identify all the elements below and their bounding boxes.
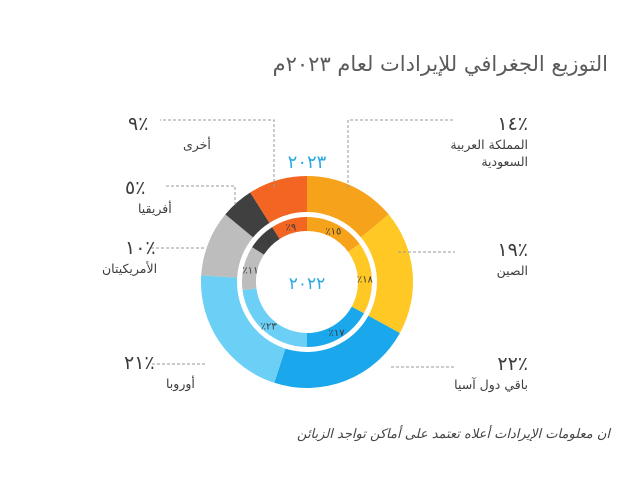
inner-label-saudi: ٪١٥ xyxy=(325,226,341,237)
outer-slice-africa xyxy=(225,192,270,238)
outer-slice-rest-of-asia xyxy=(274,315,400,388)
outer-slice-saudi xyxy=(307,176,389,238)
label-china-value: ٪١٩ xyxy=(497,239,528,261)
inner-slice-rest-of-asia xyxy=(307,306,364,347)
outer-ring-year-label: ٢٠٢٣ xyxy=(288,152,327,173)
label-americas-value: ٪١٠ xyxy=(125,237,156,259)
inner-label-americas: ٪١١ xyxy=(242,265,258,276)
outer-slice-europe xyxy=(201,275,286,383)
label-africa-value: ٪٥ xyxy=(125,177,146,199)
label-europe: ٪٢١ أوروبا xyxy=(124,351,214,392)
leader-line xyxy=(160,119,275,187)
label-saudi-name: المملكة العربية السعودية xyxy=(450,137,528,169)
inner-slice-africa xyxy=(252,227,280,255)
inner-ring-year-label: ٢٠٢٢ xyxy=(289,274,326,294)
inner-ring-value-labels: ٪١٥ ٪١٨ ٪١٧ ٪٢٣ ٪١١ ٪٧ ٪٩ xyxy=(242,222,373,339)
footnote: ان معلومات الإيرادات أعلاه تعتمد على أما… xyxy=(297,427,610,442)
outer-slice-china xyxy=(360,214,413,334)
inner-slice-china xyxy=(348,243,372,314)
inner-label-africa: ٪٧ xyxy=(261,237,272,248)
label-europe-name: أوروبا xyxy=(166,376,195,391)
chart-title: التوزيع الجغرافي للإيرادات لعام ٢٠٢٣م xyxy=(272,52,608,76)
label-rest-of-asia: ٪٢٢ باقي دول آسيا xyxy=(438,352,528,393)
label-africa-name: أفريقيا xyxy=(138,201,172,216)
label-others-value: ٪٩ xyxy=(128,113,149,135)
outer-slice-americas xyxy=(201,214,254,278)
label-europe-value: ٪٢١ xyxy=(124,352,155,374)
label-others: ٪٩ أخرى xyxy=(128,112,218,153)
leader-lines xyxy=(150,119,455,368)
label-americas-name: الأمريكيتان xyxy=(102,261,158,276)
inner-slice-americas xyxy=(242,247,264,291)
label-rest-of-asia-name: باقي دول آسيا xyxy=(454,377,528,392)
leader-line xyxy=(165,185,236,205)
label-saudi-value: ٪١٤ xyxy=(497,113,528,135)
inner-slice-saudi xyxy=(307,217,360,253)
label-africa: ٪٥ أفريقيا xyxy=(103,176,193,217)
label-others-name: أخرى xyxy=(183,137,211,152)
inner-label-europe: ٪٢٣ xyxy=(261,322,278,333)
outer-slice-others xyxy=(250,176,307,223)
label-americas: ٪١٠ الأمريكيتان xyxy=(92,236,182,277)
label-rest-of-asia-value: ٪٢٢ xyxy=(497,353,528,375)
leader-line xyxy=(347,119,455,188)
inner-label-china: ٪١٨ xyxy=(357,274,374,285)
inner-slice-others xyxy=(272,217,307,239)
label-china-name: الصين xyxy=(496,263,528,278)
inner-ring-2022 xyxy=(242,217,372,347)
inner-label-rest-of-asia: ٪١٧ xyxy=(328,328,345,339)
outer-ring-2023 xyxy=(201,176,413,388)
label-china: ٪١٩ الصين xyxy=(438,238,528,279)
inner-label-others: ٪٩ xyxy=(285,222,296,233)
inner-slice-europe xyxy=(242,288,307,347)
label-saudi: ٪١٤ المملكة العربية السعودية xyxy=(438,112,528,170)
